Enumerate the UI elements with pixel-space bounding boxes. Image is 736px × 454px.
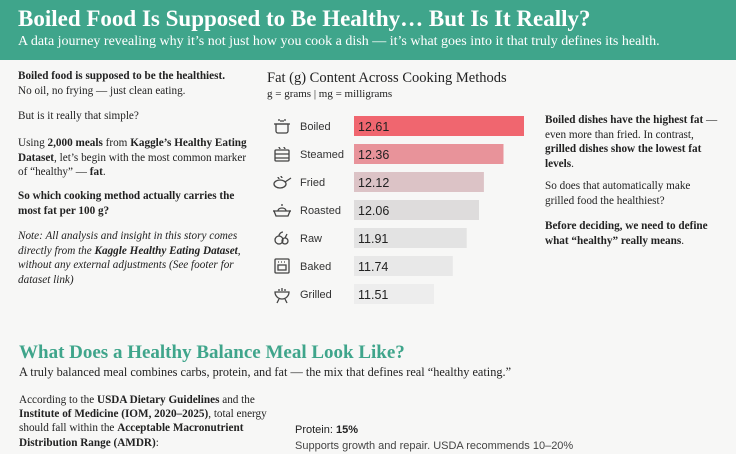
intro-question: But is it really that simple? — [18, 110, 139, 122]
insight-paragraph-3: Before deciding, we need to define what … — [545, 219, 721, 248]
frying-pan-icon — [273, 175, 292, 189]
insight-text: . — [571, 157, 574, 170]
data-label: 12.61 — [358, 120, 389, 134]
chart-title: Fat (g) Content Across Cooking Methods — [267, 70, 507, 86]
intro-fat-term: fat — [89, 166, 103, 178]
data-label: 11.51 — [358, 288, 388, 302]
intro-text: from — [102, 137, 131, 149]
insight-highlight: grilled dishes show the lowest fat level… — [545, 143, 702, 170]
category-label: Steamed — [300, 149, 344, 161]
chart-subtitle: g = grams | mg = milligrams — [267, 88, 393, 100]
insight-paragraph-1: Boiled dishes have the highest fat — eve… — [545, 113, 721, 171]
intro-paragraph-3: Using 2,000 meals from Kaggle’s Healthy … — [18, 136, 250, 180]
fat-bar-chart: Boiled 12.61 Steamed 12.36 Fried 12.12 Roasted… — [273, 116, 524, 304]
intro-key-question: So which cooking method actually carries… — [18, 190, 235, 217]
bar-raw — [354, 228, 467, 248]
category-label: Boiled — [300, 121, 331, 133]
usda-text: , total energy should fall within the — [19, 408, 267, 435]
bar-roasted — [354, 200, 479, 220]
insight-text: — even more than fried. In contrast, — [545, 114, 718, 141]
category-label: Roasted — [300, 205, 341, 217]
usda-text: : — [155, 436, 159, 449]
page-subtitle: A data journey revealing why it’s not ju… — [18, 34, 660, 49]
insight-text: . — [681, 234, 685, 247]
bar-baked — [354, 256, 453, 276]
usda-text: According to the — [19, 394, 97, 406]
data-label: 11.74 — [358, 260, 388, 274]
raw-vegetables-icon — [274, 231, 289, 245]
amdr-term: Acceptable Macronutrient Distribution Ra… — [19, 422, 244, 449]
roasting-pan-icon — [273, 204, 291, 217]
intro-dataset-name: Kaggle’s Healthy Eating Dataset — [18, 137, 247, 164]
header-banner: Boiled Food Is Supposed to Be Healthy… B… — [0, 0, 736, 60]
insight-highlight: Before deciding, we need to define what … — [545, 220, 708, 247]
intro-text: . — [102, 166, 106, 178]
intro-claim-detail: No oil, no frying — just clean eating. — [18, 84, 186, 97]
data-label: 12.36 — [358, 148, 389, 162]
category-label: Fried — [300, 177, 325, 189]
category-label: Raw — [300, 233, 322, 245]
protein-label: Protein: — [295, 424, 336, 436]
page-title: Boiled Food Is Supposed to Be Healthy… B… — [18, 6, 591, 31]
intro-text: , let’s begin with the most common marke… — [18, 151, 247, 179]
protein-value: 15% — [335, 424, 358, 436]
data-label: 12.12 — [358, 176, 389, 190]
insight-question: So does that automatically make grilled … — [545, 180, 691, 207]
protein-description: Supports growth and repair. USDA recomme… — [295, 440, 574, 452]
bar-boiled — [354, 116, 524, 136]
steamer-icon — [274, 146, 290, 162]
usda-guidelines: USDA Dietary Guidelines — [96, 394, 220, 406]
intro-meal-count: 2,000 meals — [47, 137, 103, 149]
intro-claim: Boiled food is supposed to be the health… — [18, 70, 225, 82]
note-text: , without any external adjustments (See … — [18, 244, 241, 286]
bar-fried — [354, 172, 484, 192]
intro-text: Using — [18, 137, 48, 149]
iom-reference: Institute of Medicine (IOM, 2020–2025) — [19, 408, 209, 421]
bar-steamed — [354, 144, 504, 164]
note-dataset-name: Kaggle Healthy Eating Dataset — [94, 244, 238, 257]
usda-text: and the — [219, 394, 255, 406]
pot-icon — [274, 119, 290, 134]
note-text: Note: All analysis and insight in this s… — [18, 230, 238, 257]
intro-paragraph-1: Boiled food is supposed to be the health… — [18, 69, 250, 98]
protein-stat: Protein: 15% — [295, 424, 358, 436]
section-title: What Does a Healthy Balance Meal Look Li… — [19, 342, 405, 363]
section-subtitle: A truly balanced meal combines carbs, pr… — [19, 365, 512, 379]
grill-icon — [274, 288, 290, 304]
category-label: Baked — [300, 261, 331, 273]
insight-highlight: Boiled dishes have the highest fat — [545, 114, 704, 126]
data-label: 12.06 — [358, 204, 389, 218]
intro-paragraph-4: So which cooking method actually carries… — [18, 189, 250, 218]
dataset-note: Note: All analysis and insight in this s… — [18, 229, 250, 287]
usda-paragraph: According to the USDA Dietary Guidelines… — [19, 393, 269, 450]
oven-icon — [274, 258, 290, 274]
bar-grilled — [354, 284, 434, 304]
data-label: 11.91 — [358, 232, 388, 246]
category-label: Grilled — [300, 289, 332, 301]
